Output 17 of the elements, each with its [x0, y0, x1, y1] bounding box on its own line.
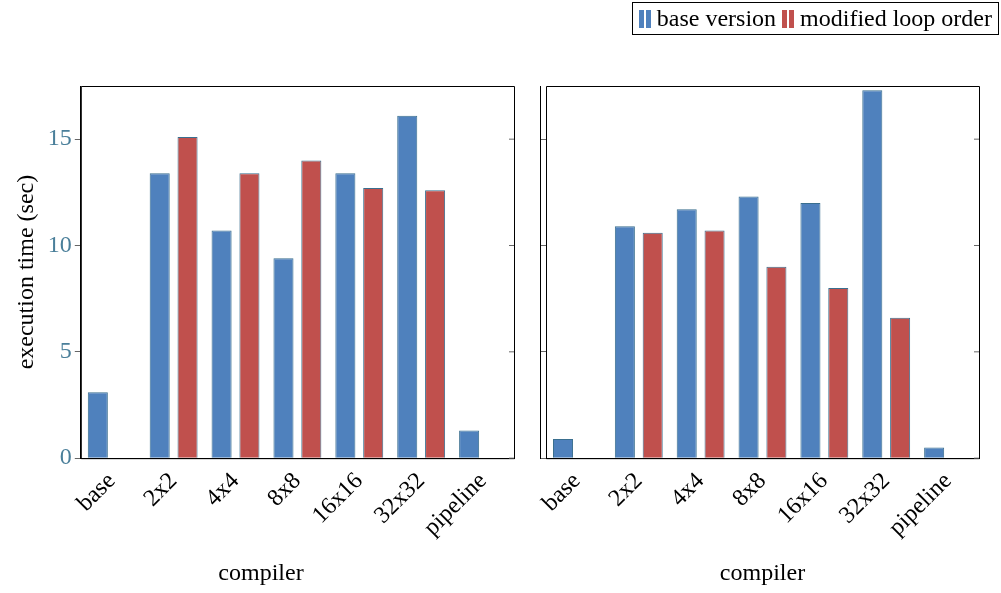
y-tick-label: 5: [59, 337, 72, 364]
x-tick-label: base: [536, 466, 585, 516]
x-tick-label: 8x8: [261, 466, 306, 511]
x-axis-title: compiler: [218, 558, 304, 585]
legend-label: modified loop order: [800, 5, 992, 32]
legend-label: base version: [656, 5, 777, 32]
x-tick-label: 4x4: [199, 466, 244, 511]
x-tick-label: 2x2: [137, 466, 182, 511]
x-tick-label: 8x8: [726, 466, 771, 511]
x-tick-label: 2x2: [602, 466, 647, 511]
x-axis-title: compiler: [719, 558, 806, 585]
y-tick-label: 0: [59, 443, 72, 470]
x-tick-label: base: [71, 466, 120, 516]
y-axis-title: execution time (sec): [11, 174, 38, 370]
x-tick-label: 4x4: [664, 466, 709, 511]
y-tick-label: 15: [47, 124, 72, 151]
y-tick-label: 10: [47, 230, 72, 257]
